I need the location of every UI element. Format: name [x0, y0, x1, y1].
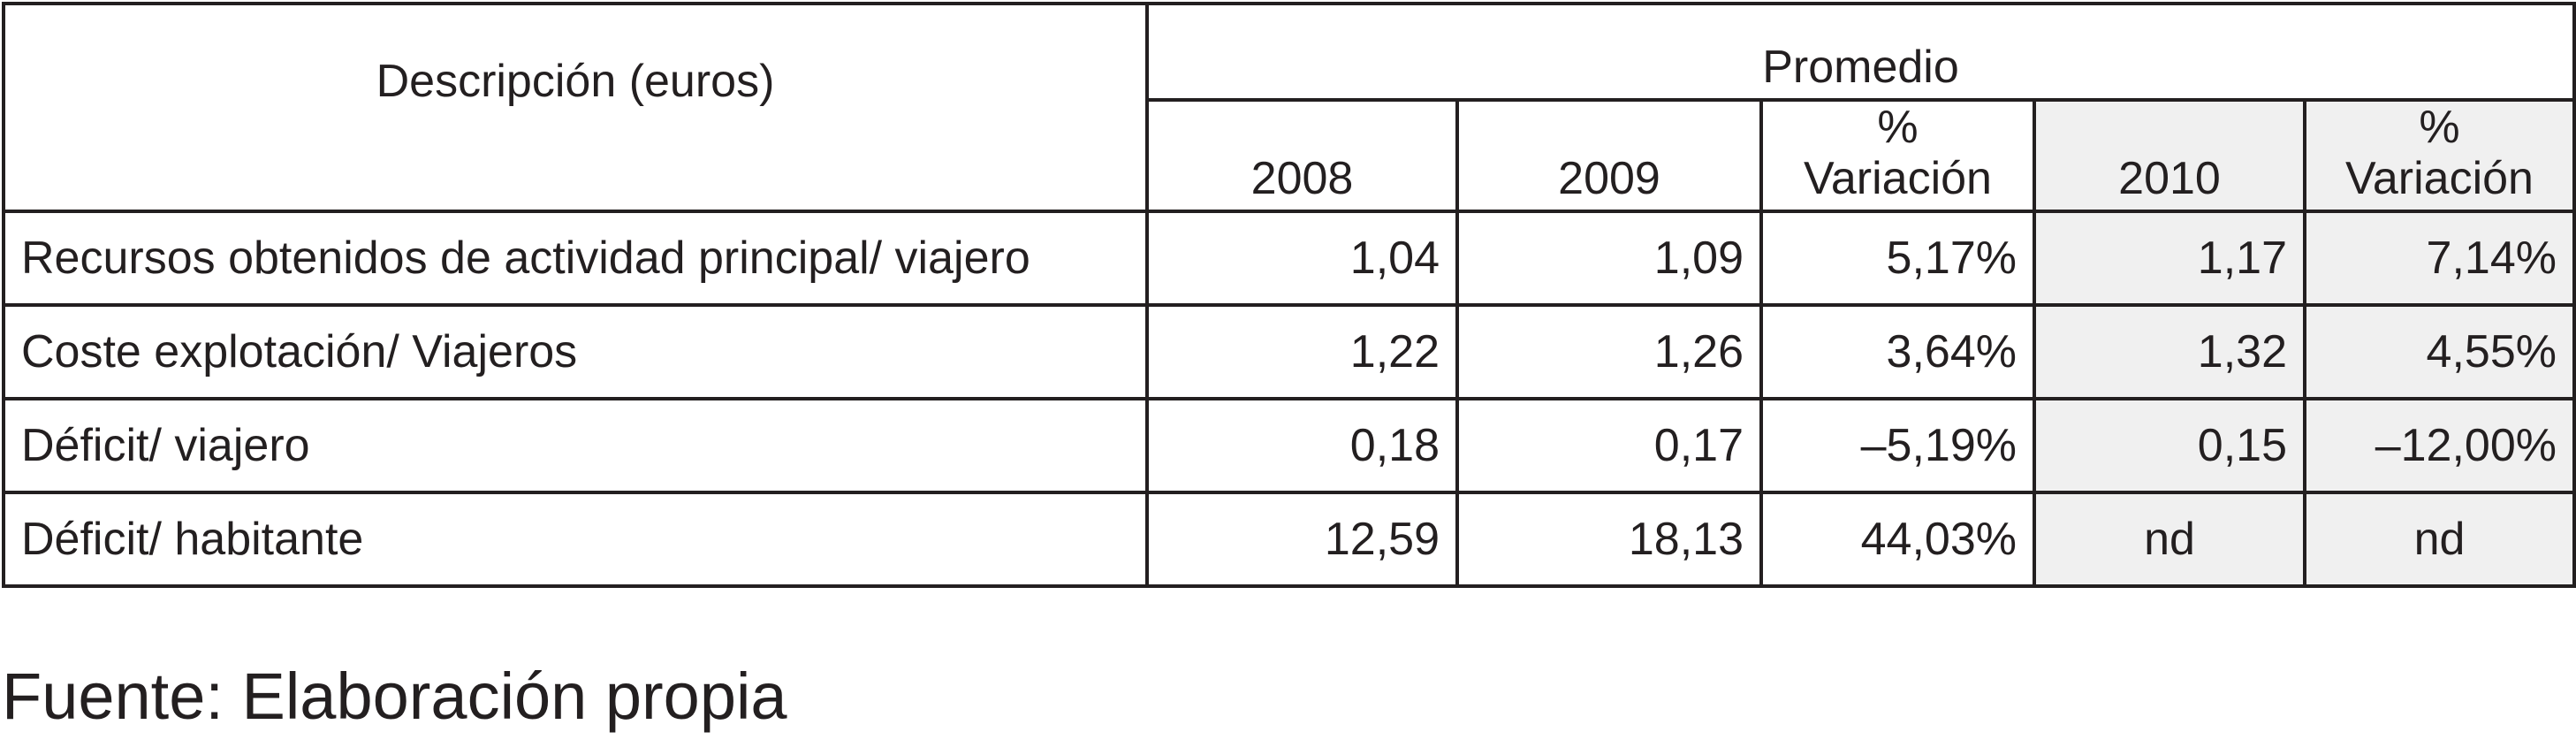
cell: 5,17%	[1759, 210, 2036, 308]
cell: 18,13	[1455, 491, 1763, 589]
cell: nd	[2033, 491, 2306, 589]
cell: 1,22	[1145, 303, 1459, 401]
column-header: 2010	[2033, 97, 2306, 214]
column-label: Variación	[2345, 153, 2534, 205]
cell: 7,14%	[2303, 210, 2576, 308]
header-row: Descripción (euros) Promedio	[2, 1, 2576, 214]
column-label: Variación	[1804, 153, 1992, 205]
cell: 4,55%	[2303, 303, 2576, 401]
footnote: Fuente: Elaboración propia	[2, 660, 787, 733]
cell: –5,19%	[1759, 397, 2036, 495]
row-label: Déficit/ habitante	[2, 491, 1149, 589]
cell: nd	[2303, 491, 2576, 589]
column-symbol: %	[1877, 102, 1919, 153]
cell: 1,17	[2033, 210, 2306, 308]
header-cell: Descripción (euros)	[2, 1, 1149, 214]
table-body: Descripción (euros) Promedio 2008 2009% Va…	[2, 1, 2576, 589]
cell: 0,17	[1455, 397, 1763, 495]
column-label: 2010	[2118, 153, 2221, 205]
table-row: Déficit/ viajero 0,18 0,17 –5,19% 0,15 –12,00…	[2, 397, 2576, 495]
cell: 1,26	[1455, 303, 1763, 401]
column-header: 2008	[1145, 97, 1459, 214]
cell: –12,00%	[2303, 397, 2576, 495]
row-label: Coste explotación/ Viajeros	[2, 303, 1149, 401]
table-row: Coste explotación/ Viajeros 1,22 1,26 3,64%…	[2, 303, 2576, 401]
header-row: 2008 2009% Variación 2010% Variación	[4, 97, 2576, 214]
cell: 1,04	[1145, 210, 1459, 308]
column-symbol: %	[2419, 102, 2460, 153]
cell: 3,64%	[1759, 303, 2036, 401]
column-header: 2009	[1455, 97, 1763, 214]
column-header: % Variación	[1759, 97, 2036, 214]
column-label: 2008	[1250, 153, 1354, 205]
cell: 1,32	[2033, 303, 2306, 401]
column-label: 2009	[1558, 153, 1660, 205]
data-table: Descripción (euros) Promedio 2008 2009% Va…	[2, 1, 2576, 589]
cell: 44,03%	[1759, 491, 2036, 589]
cell: 1,09	[1455, 210, 1763, 308]
table-row: Déficit/ habitante 12,59 18,13 44,03% nd nd	[2, 491, 2576, 589]
column-header: % Variación	[2303, 97, 2576, 214]
row-label: Déficit/ viajero	[2, 397, 1149, 495]
row-label: Recursos obtenidos de actividad principa…	[2, 210, 1149, 308]
header-cell: Promedio	[1145, 2, 2576, 102]
cell: 0,18	[1145, 397, 1459, 495]
cell: 0,15	[2033, 397, 2306, 495]
table-row: Recursos obtenidos de actividad principa…	[2, 210, 2576, 308]
cell: 12,59	[1145, 491, 1459, 589]
